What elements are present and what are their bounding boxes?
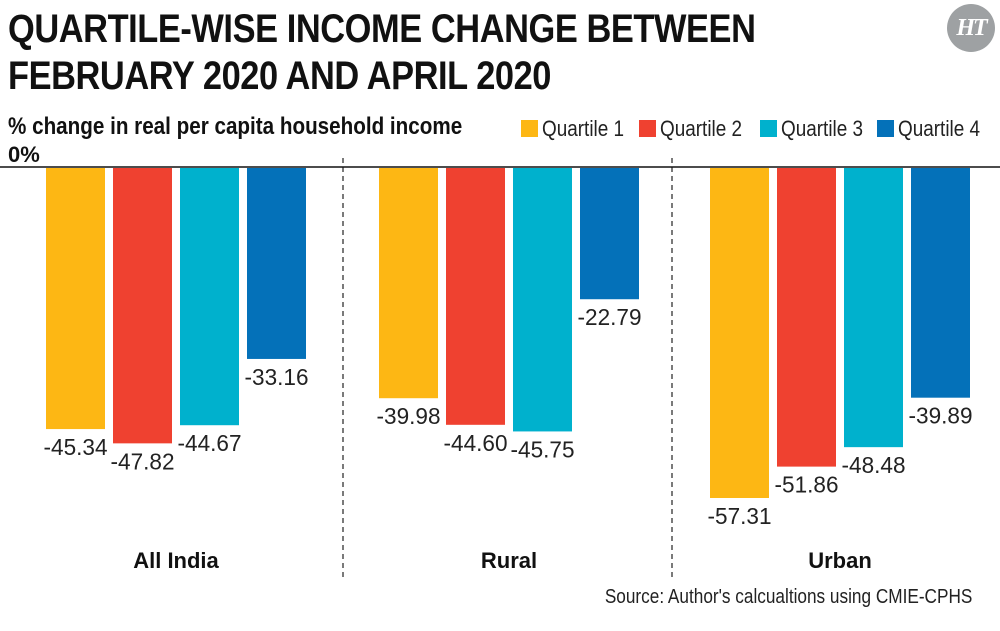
value-labels-group: -45.34-47.82-44.67 -33.16 -39.98-44.60 -45.… bbox=[44, 304, 973, 529]
legend-label-quartile-4: Quartile 4 bbox=[898, 116, 981, 141]
chart-title: QUARTILE-WISE INCOME CHANGE BETWEEN FEBR… bbox=[8, 6, 782, 100]
bar-urban-q3 bbox=[844, 168, 903, 448]
value-label-urban-q4: -39.89 bbox=[909, 403, 973, 429]
title-line-1: QUARTILE-WISE INCOME CHANGE BETWEEN bbox=[8, 7, 756, 51]
category-label-urban: Urban bbox=[808, 548, 872, 573]
legend-swatch-quartile-4 bbox=[877, 120, 894, 137]
bar-all-india-q1 bbox=[46, 168, 105, 430]
bar-all-india-q2 bbox=[113, 168, 172, 444]
legend-label-quartile-1: Quartile 1 bbox=[542, 116, 625, 141]
chart-subtitle: % change in real per capita household in… bbox=[8, 113, 463, 140]
bar-rural-q1 bbox=[379, 168, 438, 399]
bar-urban-q2 bbox=[777, 168, 836, 467]
value-label-rural-q1: -39.98 bbox=[377, 403, 441, 429]
bar-all-india-q4 bbox=[247, 168, 306, 359]
value-label-all-india-q3: -44.67 bbox=[178, 430, 242, 456]
legend-swatch-quartile-3 bbox=[760, 120, 777, 137]
value-label-all-india-q4: -33.16 bbox=[245, 364, 309, 390]
group-separators bbox=[342, 158, 673, 578]
zero-axis-label: 0% bbox=[8, 142, 40, 167]
value-label-rural-q2: -44.60 bbox=[444, 430, 508, 456]
category-label-all-india: All India bbox=[133, 548, 219, 573]
legend-label-quartile-3: Quartile 3 bbox=[781, 116, 864, 141]
value-label-urban-q1: -57.31 bbox=[708, 503, 772, 529]
bar-rural-q4 bbox=[580, 168, 639, 300]
bar-rural-q2 bbox=[446, 168, 505, 425]
value-label-urban-q2: -51.86 bbox=[775, 472, 839, 498]
ht-logo: HT bbox=[947, 4, 995, 52]
bar-rural-q3 bbox=[513, 168, 572, 432]
legend-swatch-quartile-2 bbox=[639, 120, 656, 137]
category-labels-group: All India Rural Urban bbox=[133, 548, 872, 573]
bar-urban-q1 bbox=[710, 168, 769, 498]
value-label-rural-q4: -22.79 bbox=[578, 304, 642, 330]
bar-all-india-q3 bbox=[180, 168, 239, 426]
legend-swatch-quartile-1 bbox=[521, 120, 538, 137]
bars-group bbox=[46, 168, 970, 498]
category-label-rural: Rural bbox=[481, 548, 537, 573]
legend-label-quartile-2: Quartile 2 bbox=[660, 116, 743, 141]
value-label-rural-q3: -45.75 bbox=[511, 436, 575, 462]
value-label-urban-q3: -48.48 bbox=[842, 452, 906, 478]
source-note: Source: Author's calcualtions using CMIE… bbox=[604, 586, 972, 608]
value-label-all-india-q2: -47.82 bbox=[111, 448, 175, 474]
value-label-all-india-q1: -45.34 bbox=[44, 434, 108, 460]
title-line-2: FEBRUARY 2020 AND APRIL 2020 bbox=[8, 54, 552, 98]
bar-urban-q4 bbox=[911, 168, 970, 398]
